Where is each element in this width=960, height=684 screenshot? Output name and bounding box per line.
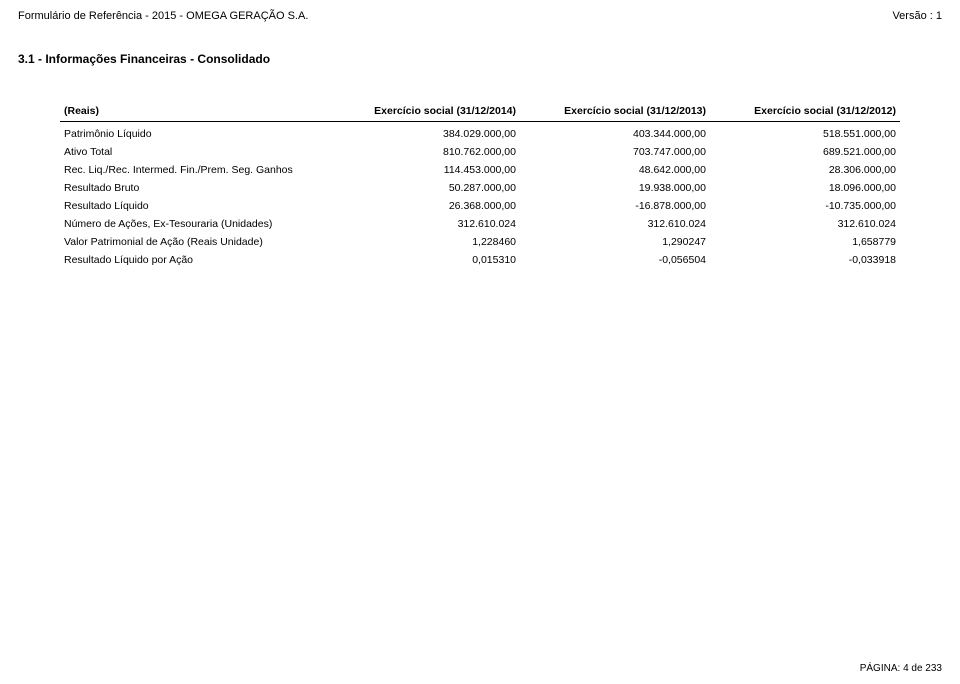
row-val: 384.029.000,00 — [330, 122, 520, 144]
row-val: 810.762.000,00 — [330, 143, 520, 161]
row-label: Ativo Total — [60, 143, 330, 161]
row-val: -0,056504 — [520, 251, 710, 269]
row-label: Rec. Liq./Rec. Intermed. Fin./Prem. Seg.… — [60, 161, 330, 179]
table-row: Resultado Líquido por Ação 0,015310 -0,0… — [60, 251, 900, 269]
table-row: Valor Patrimonial de Ação (Reais Unidade… — [60, 233, 900, 251]
section-title: 3.1 - Informações Financeiras - Consolid… — [0, 26, 960, 72]
row-val: -16.878.000,00 — [520, 197, 710, 215]
row-val: 28.306.000,00 — [710, 161, 900, 179]
table-row: Resultado Líquido 26.368.000,00 -16.878.… — [60, 197, 900, 215]
row-val: 1,658779 — [710, 233, 900, 251]
row-val: 312.610.024 — [520, 215, 710, 233]
row-label: Resultado Bruto — [60, 179, 330, 197]
row-label: Resultado Líquido — [60, 197, 330, 215]
table-header-row: (Reais) Exercício social (31/12/2014) Ex… — [60, 102, 900, 122]
table-row: Rec. Liq./Rec. Intermed. Fin./Prem. Seg.… — [60, 161, 900, 179]
table-row: Ativo Total 810.762.000,00 703.747.000,0… — [60, 143, 900, 161]
table-row: Número de Ações, Ex-Tesouraria (Unidades… — [60, 215, 900, 233]
row-label: Valor Patrimonial de Ação (Reais Unidade… — [60, 233, 330, 251]
row-val: 703.747.000,00 — [520, 143, 710, 161]
row-val: 403.344.000,00 — [520, 122, 710, 144]
table-row: Patrimônio Líquido 384.029.000,00 403.34… — [60, 122, 900, 144]
header-left: Formulário de Referência - 2015 - OMEGA … — [18, 10, 308, 22]
row-val: 689.521.000,00 — [710, 143, 900, 161]
page-header: Formulário de Referência - 2015 - OMEGA … — [0, 0, 960, 26]
row-val: -10.735.000,00 — [710, 197, 900, 215]
row-label: Patrimônio Líquido — [60, 122, 330, 144]
financial-table: (Reais) Exercício social (31/12/2014) Ex… — [60, 102, 900, 269]
header-right: Versão : 1 — [892, 10, 942, 22]
row-val: 518.551.000,00 — [710, 122, 900, 144]
page-footer: PÁGINA: 4 de 233 — [860, 663, 942, 674]
row-val: 18.096.000,00 — [710, 179, 900, 197]
col-header-2013: Exercício social (31/12/2013) — [520, 102, 710, 122]
row-val: 1,290247 — [520, 233, 710, 251]
col-header-2014: Exercício social (31/12/2014) — [330, 102, 520, 122]
row-val: -0,033918 — [710, 251, 900, 269]
row-val: 312.610.024 — [330, 215, 520, 233]
row-val: 50.287.000,00 — [330, 179, 520, 197]
financial-table-wrap: (Reais) Exercício social (31/12/2014) Ex… — [0, 72, 960, 269]
row-val: 19.938.000,00 — [520, 179, 710, 197]
row-val: 48.642.000,00 — [520, 161, 710, 179]
row-val: 114.453.000,00 — [330, 161, 520, 179]
row-val: 312.610.024 — [710, 215, 900, 233]
col-header-2012: Exercício social (31/12/2012) — [710, 102, 900, 122]
row-label: Resultado Líquido por Ação — [60, 251, 330, 269]
row-val: 26.368.000,00 — [330, 197, 520, 215]
row-val: 1,228460 — [330, 233, 520, 251]
col-header-label: (Reais) — [60, 102, 330, 122]
table-row: Resultado Bruto 50.287.000,00 19.938.000… — [60, 179, 900, 197]
row-label: Número de Ações, Ex-Tesouraria (Unidades… — [60, 215, 330, 233]
row-val: 0,015310 — [330, 251, 520, 269]
